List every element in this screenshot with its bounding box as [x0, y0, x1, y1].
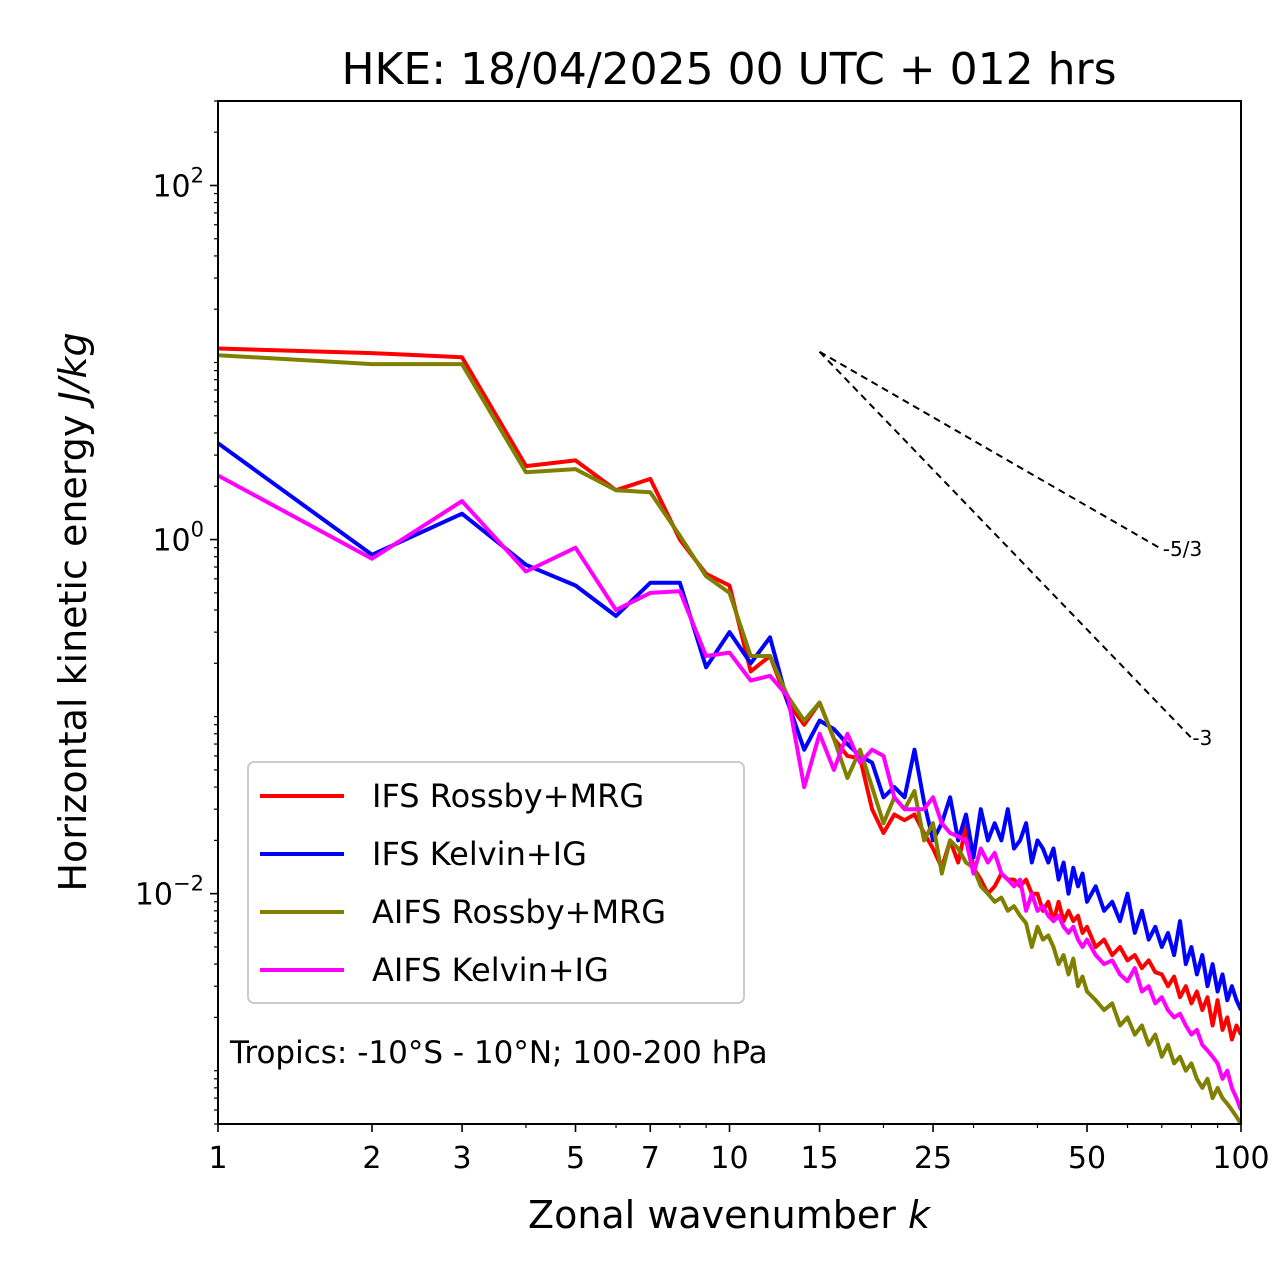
slope-label: -5/3	[1163, 537, 1202, 561]
legend-label: AIFS Rossby+MRG	[372, 893, 666, 931]
x-axis: 1 2 3 5 7 10 15 25 50 100	[208, 1124, 1270, 1176]
series-line-4	[218, 473, 1241, 1111]
x-tick-label: 1	[208, 1141, 227, 1176]
x-axis-label: Zonal wavenumber k	[528, 1193, 932, 1237]
x-tick-label: 25	[914, 1141, 952, 1176]
slope-line	[818, 351, 1193, 739]
x-tick-label: 50	[1068, 1141, 1106, 1176]
y-axis-label: Horizontal kinetic energy J/kg	[51, 332, 95, 891]
x-tick-label: 5	[566, 1141, 585, 1176]
x-tick-label: 3	[453, 1141, 472, 1176]
x-tick-label: 100	[1212, 1141, 1269, 1176]
slope-line	[819, 350, 1163, 551]
slope-label: -3	[1192, 726, 1212, 750]
x-tick-label: 10	[710, 1141, 748, 1176]
series-layer	[218, 346, 1241, 1124]
y-axis: 10−2 100 102	[135, 100, 218, 1125]
y-tick-label: 100	[152, 518, 204, 559]
y-axis-label-unit: J/kg	[51, 332, 95, 409]
x-tick-label: 15	[800, 1141, 838, 1176]
x-tick-label: 2	[362, 1141, 381, 1176]
legend-box	[247, 761, 745, 1004]
x-tick-label: 7	[641, 1141, 660, 1176]
chart-title: HKE: 18/04/2025 00 UTC + 012 hrs	[341, 44, 1116, 95]
x-axis-label-text: Zonal wavenumber	[528, 1193, 896, 1237]
y-tick-label: 10−2	[135, 872, 204, 913]
series-line-1	[218, 346, 1241, 1042]
plot-area: -5/3 -3	[217, 100, 1242, 1125]
x-axis-label-var: k	[908, 1193, 932, 1237]
legend: IFS Rossby+MRG IFS Kelvin+IG AIFS Rossby+M…	[247, 761, 745, 1004]
legend-label: IFS Kelvin+IG	[372, 835, 587, 873]
legend-label: IFS Rossby+MRG	[372, 777, 644, 815]
y-axis-label-text: Horizontal kinetic energy	[51, 415, 95, 892]
reference-slopes: -5/3 -3	[818, 350, 1212, 750]
series-line-3	[218, 353, 1241, 1124]
y-tick-label: 102	[152, 163, 204, 204]
region-annotation: Tropics: -10°S - 10°N; 100-200 hPa	[229, 1035, 768, 1071]
legend-label: AIFS Kelvin+IG	[372, 951, 609, 989]
